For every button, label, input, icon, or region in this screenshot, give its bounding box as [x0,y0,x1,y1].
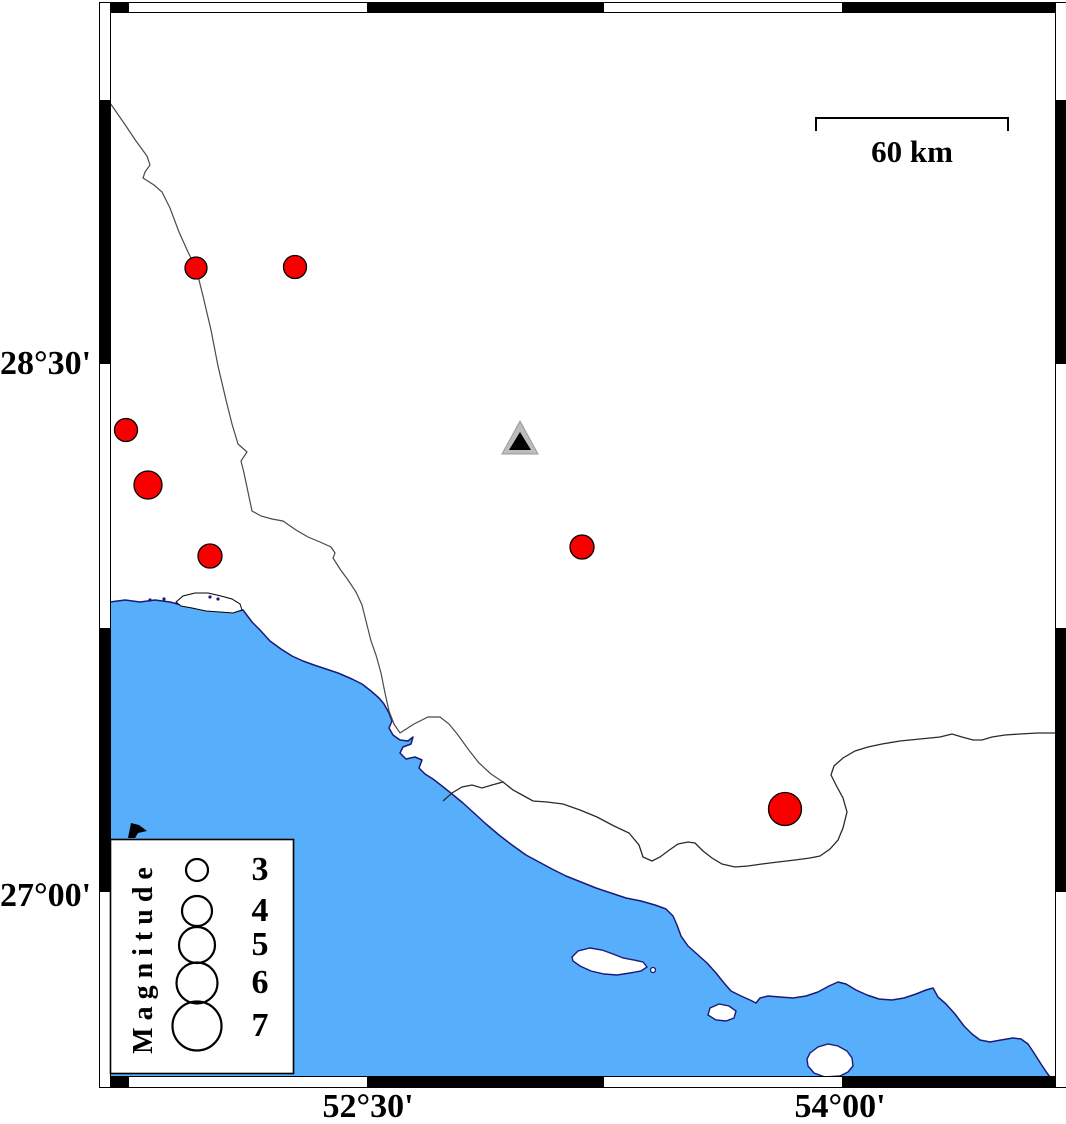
legend-magnitude-3: 3 [251,851,269,888]
shore-islet [216,597,220,601]
lat-tick-label-2700: 27°00' [0,877,92,914]
lon-tick-label-5400: 54°00' [794,1088,886,1124]
sea [110,599,1051,1077]
lat-tick-label-2830: 28°30' [0,345,92,382]
legend-magnitude-7: 7 [251,1007,269,1044]
shore-islet [162,597,166,601]
island3 [806,1043,854,1077]
scale-bar-bracket [815,117,1009,131]
earthquake-marker [197,543,223,569]
coastal-mark [128,823,147,838]
lagoon [175,592,243,614]
legend-magnitude-4: 4 [251,892,269,929]
legend-magnitude-6: 6 [251,964,269,1001]
station-triangle-inner [509,432,531,450]
geo-layer [110,102,1056,1077]
earthquake-marker [113,417,139,443]
islet [649,966,657,974]
map-frame [99,2,1066,1088]
legend-magnitude-5: 5 [251,926,269,963]
island1 [571,947,649,976]
legend-circle-m3 [184,857,210,883]
earthquake-marker [282,254,308,280]
lon-tick-label-5230: 52°30' [322,1088,414,1124]
earthquakes [113,254,803,827]
island2 [707,1003,737,1022]
earthquake-marker [184,256,208,280]
station-marker [501,419,539,455]
legend-title: Magnitude [128,860,159,1054]
earthquake-marker [133,470,163,500]
shore-islet [208,595,212,599]
earthquake-marker [569,534,595,560]
road-line [110,102,401,734]
border-line [442,732,1056,868]
shore-islet [148,598,152,602]
scale-bar-label: 60 km [871,134,953,169]
frame-outer [99,2,1066,1088]
legend-circle-m7 [171,1000,223,1052]
road-branch-line [399,716,504,783]
legend-circle-m6 [175,961,219,1005]
frame-inner [110,12,1056,1077]
earthquake-marker [767,791,803,827]
